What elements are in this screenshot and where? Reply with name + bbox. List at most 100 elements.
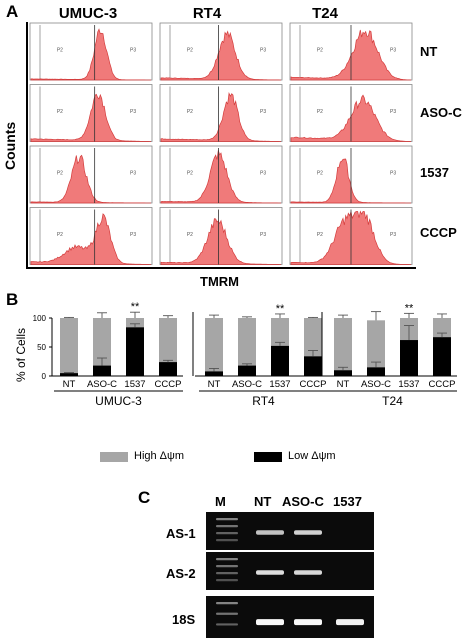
gate-label-p3: P3 [390, 48, 396, 54]
y-tick-label: 50 [37, 343, 46, 352]
bar-high-segment [93, 318, 111, 366]
sample-band [294, 619, 322, 626]
histogram-distribution [30, 93, 151, 142]
gate-label-p2: P2 [57, 109, 63, 115]
bar-high-segment [159, 318, 177, 363]
category-label: 1537 [124, 379, 145, 390]
bar-high-segment [60, 318, 78, 374]
category-label: 1537 [398, 379, 419, 390]
histogram-distribution [30, 28, 151, 81]
bar-high-segment [205, 318, 223, 372]
gate-label-p3: P3 [390, 171, 396, 177]
sample-band [294, 530, 322, 535]
bar-high-segment [126, 318, 144, 328]
category-label: NT [337, 379, 350, 390]
gate-label-p3: P3 [130, 232, 136, 238]
gate-label-p2: P2 [317, 232, 323, 238]
ladder-band [216, 565, 238, 568]
bar-low-segment [60, 373, 78, 376]
category-label: ASO-C [87, 379, 117, 390]
ladder-band [216, 525, 238, 528]
row-header-nt: NT [420, 44, 438, 59]
category-label: CCCP [300, 379, 327, 390]
sample-band [256, 619, 284, 626]
significance-marker: ** [131, 301, 140, 313]
panel-a-letter: A [6, 2, 19, 21]
ladder-band [216, 539, 238, 542]
sample-band [256, 530, 284, 535]
bar-high-segment [304, 318, 322, 357]
legend-swatch-low [254, 452, 282, 462]
gel-row-label-18s: 18S [172, 612, 196, 627]
legend-label-low: Low Δψm [288, 450, 336, 462]
gate-label-p2: P2 [57, 232, 63, 238]
gate-label-p3: P3 [390, 109, 396, 115]
gate-label-p2: P2 [317, 48, 323, 54]
sample-band [336, 619, 364, 626]
lane-label-aso-c: ASO-C [282, 494, 324, 509]
gate-label-p2: P2 [317, 171, 323, 177]
gate-label-p3: P3 [130, 171, 136, 177]
category-label: ASO-C [232, 379, 262, 390]
y-tick-label: 0 [42, 372, 47, 381]
gel-strip [206, 552, 374, 590]
histogram-distribution [30, 213, 151, 265]
gate-label-p2: P2 [317, 109, 323, 115]
row-header-cccp: CCCP [420, 225, 457, 240]
ladder-band [216, 579, 238, 582]
tmrm-axis-label: TMRM [200, 274, 239, 289]
bar-high-segment [334, 318, 352, 371]
agarose-gel-image [206, 512, 374, 638]
panel-b-letter: B [6, 290, 19, 309]
gate-label-p2: P2 [187, 232, 193, 238]
bar-high-segment [433, 318, 451, 338]
legend-swatch-high [100, 452, 128, 462]
gate-label-p2: P2 [57, 171, 63, 177]
bar-low-segment [93, 365, 111, 376]
bar-high-segment [271, 318, 289, 346]
gate-label-p3: P3 [130, 48, 136, 54]
group-label: T24 [382, 394, 403, 408]
ladder-band [216, 532, 238, 535]
row-header-aso-c: ASO-C [420, 105, 462, 120]
gel-row-label-as1: AS-1 [166, 526, 196, 541]
column-header-t24: T24 [312, 5, 338, 22]
gate-label-p3: P3 [260, 109, 266, 115]
gel-row-label-as2: AS-2 [166, 566, 196, 581]
bar-low-segment [159, 362, 177, 376]
lane-label-nt: NT [254, 494, 272, 509]
category-label: NT [63, 379, 76, 390]
sample-band [256, 570, 284, 575]
ladder-band [216, 558, 238, 561]
column-header-rt4: RT4 [192, 5, 222, 22]
group-label: RT4 [252, 394, 275, 408]
ladder-band [216, 518, 238, 521]
significance-marker: ** [276, 303, 285, 315]
category-label: CCCP [429, 379, 456, 390]
gate-label-p3: P3 [390, 232, 396, 238]
category-label: CCCP [155, 379, 182, 390]
counts-axis-label: Counts [2, 121, 18, 170]
legend-label-high: High Δψm [134, 450, 185, 462]
gate-label-p2: P2 [187, 48, 193, 54]
ladder-band [216, 612, 238, 615]
bar-high-segment [367, 320, 385, 368]
bar-low-segment [271, 345, 289, 376]
gate-label-p3: P3 [260, 232, 266, 238]
bar-low-segment [367, 367, 385, 376]
gate-label-p3: P3 [260, 48, 266, 54]
ladder-band [216, 623, 238, 626]
stacked-bar-chart: 0 50 100 NT ASO-C ** 1537 CCCP UMUC-3 NT ASO-C ** 15… [33, 301, 457, 408]
bar-low-segment [433, 337, 451, 376]
bar-low-segment [334, 370, 352, 376]
gate-label-p3: P3 [260, 171, 266, 177]
y-tick-label: 100 [33, 314, 47, 323]
bar-low-segment [400, 340, 418, 376]
lane-label-1537: 1537 [333, 494, 362, 509]
lane-label-m: M [215, 494, 226, 509]
histogram-distribution [160, 30, 281, 81]
panel-a-y-axis [26, 22, 28, 269]
category-label: ASO-C [361, 379, 391, 390]
ladder-band [216, 572, 238, 575]
panel-c-letter: C [138, 488, 151, 507]
